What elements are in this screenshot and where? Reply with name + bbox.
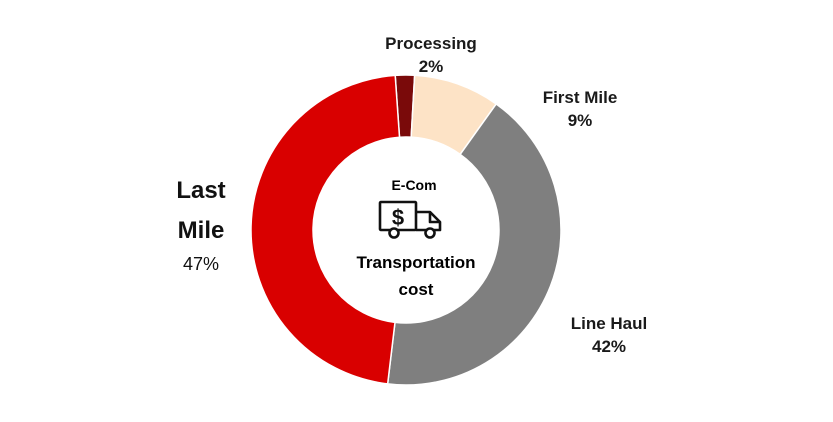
value-last-mile: 47% xyxy=(183,254,219,274)
delivery-truck-dollar-icon: $ xyxy=(378,200,442,239)
label-line-haul: Line Haul xyxy=(571,314,648,333)
center-line1: Transportation xyxy=(356,253,475,272)
label-processing: Processing xyxy=(385,34,477,53)
value-line-haul: 42% xyxy=(592,337,626,356)
value-first-mile: 9% xyxy=(568,111,593,130)
label-last-mile-line2: Mile xyxy=(178,217,225,244)
center-line2: cost xyxy=(399,280,434,299)
svg-text:$: $ xyxy=(392,205,404,230)
label-first-mile: First Mile xyxy=(543,88,618,107)
slice-last-mile xyxy=(250,74,401,385)
slices-group xyxy=(250,74,562,386)
center-top-text: E-Com xyxy=(391,177,436,193)
slice-line-haul xyxy=(386,102,562,386)
value-processing: 2% xyxy=(419,57,444,76)
label-last-mile-line1: Last xyxy=(176,177,225,204)
